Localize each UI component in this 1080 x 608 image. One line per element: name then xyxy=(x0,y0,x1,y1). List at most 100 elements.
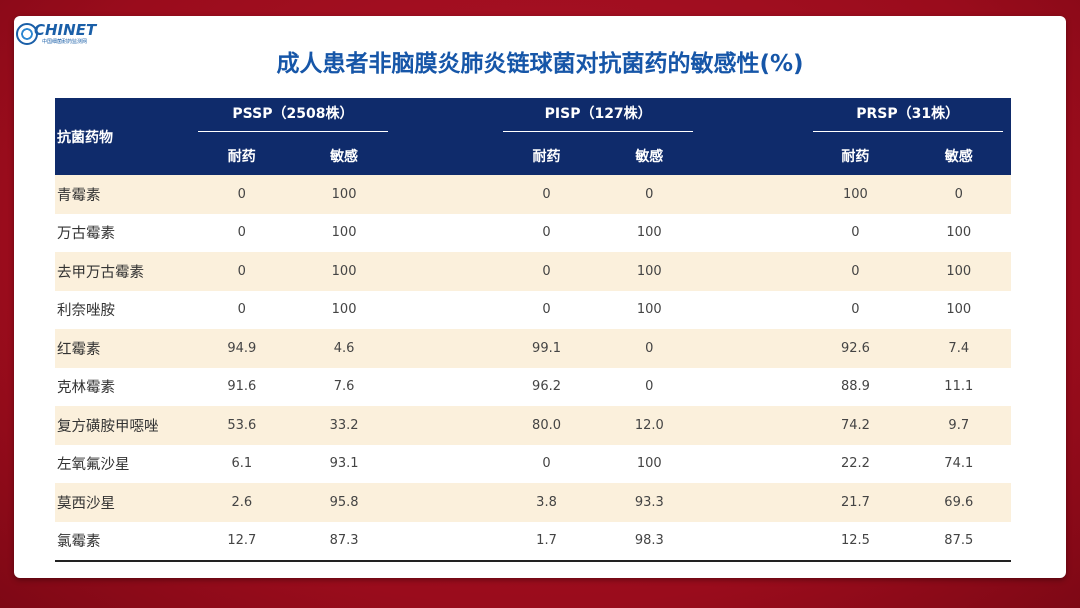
resistant-value: 0 xyxy=(190,290,293,329)
resistant-value: 6.1 xyxy=(190,444,293,483)
drug-name: 氯霉素 xyxy=(55,521,191,562)
spacer-cell xyxy=(700,444,805,483)
resistant-value: 94.9 xyxy=(190,329,293,368)
drug-name: 万古霉素 xyxy=(55,213,191,252)
susceptible-value: 100 xyxy=(597,290,701,329)
resistant-value: 0 xyxy=(190,175,293,214)
subheader-susceptible: 敏感 xyxy=(292,136,396,175)
table-row: 万古霉素 0 100 0 100 0 100 xyxy=(55,213,1011,252)
group-header-pisp: PISP（127株） xyxy=(495,98,701,136)
resistant-value: 0 xyxy=(495,444,598,483)
table-row: 利奈唑胺 0 100 0 100 0 100 xyxy=(55,290,1011,329)
page-title: 成人患者非脑膜炎肺炎链球菌对抗菌药的敏感性(%) xyxy=(276,51,804,77)
resistant-value: 1.7 xyxy=(495,521,598,562)
drug-column-header: 抗菌药物 xyxy=(55,98,191,175)
resistant-value: 22.2 xyxy=(804,444,907,483)
globe-icon xyxy=(16,23,38,45)
spacer-cell xyxy=(700,175,805,214)
susceptible-value: 74.1 xyxy=(906,444,1011,483)
resistant-value: 2.6 xyxy=(190,483,293,522)
resistant-value: 0 xyxy=(190,213,293,252)
spacer-cell xyxy=(700,521,805,562)
susceptible-value: 69.6 xyxy=(906,483,1011,522)
resistant-value: 3.8 xyxy=(495,483,598,522)
susceptible-value: 11.1 xyxy=(906,367,1011,406)
spacer-cell xyxy=(700,367,805,406)
spacer-cell xyxy=(395,175,496,214)
table-row: 莫西沙星 2.6 95.8 3.8 93.3 21.7 69.6 xyxy=(55,483,1011,522)
susceptible-value: 12.0 xyxy=(597,406,701,445)
susceptible-value: 100 xyxy=(292,290,396,329)
susceptible-value: 100 xyxy=(597,213,701,252)
drug-name: 红霉素 xyxy=(55,329,191,368)
susceptible-value: 100 xyxy=(292,175,396,214)
drug-name: 克林霉素 xyxy=(55,367,191,406)
spacer-cell xyxy=(700,252,805,291)
susceptible-value: 95.8 xyxy=(292,483,396,522)
spacer-cell xyxy=(395,290,496,329)
spacer-cell xyxy=(395,252,496,291)
subheader-resistant: 耐药 xyxy=(190,136,293,175)
resistant-value: 100 xyxy=(804,175,907,214)
susceptible-value: 100 xyxy=(906,213,1011,252)
resistant-value: 0 xyxy=(804,252,907,291)
drug-name: 青霉素 xyxy=(55,175,191,214)
resistant-value: 0 xyxy=(495,175,598,214)
susceptible-value: 100 xyxy=(906,252,1011,291)
susceptibility-table: 抗菌药物 PSSP（2508株） PISP（127株） PRSP（31株） 耐药… xyxy=(55,98,1011,562)
susceptible-value: 100 xyxy=(906,290,1011,329)
susceptible-value: 4.6 xyxy=(292,329,396,368)
susceptible-value: 87.5 xyxy=(906,521,1011,562)
resistant-value: 92.6 xyxy=(804,329,907,368)
spacer-cell xyxy=(395,406,496,445)
resistant-value: 0 xyxy=(495,213,598,252)
chinet-logo: CHINET 中国细菌耐药监测网 xyxy=(16,19,96,49)
spacer-cell xyxy=(700,406,805,445)
susceptible-value: 7.6 xyxy=(292,367,396,406)
table-row: 左氧氟沙星 6.1 93.1 0 100 22.2 74.1 xyxy=(55,444,1011,483)
susceptible-value: 0 xyxy=(597,367,701,406)
susceptible-value: 0 xyxy=(597,329,701,368)
table-row: 红霉素 94.9 4.6 99.1 0 92.6 7.4 xyxy=(55,329,1011,368)
resistant-value: 0 xyxy=(804,213,907,252)
drug-name: 去甲万古霉素 xyxy=(55,252,191,291)
susceptible-value: 100 xyxy=(292,252,396,291)
table-row: 复方磺胺甲噁唑 53.6 33.2 80.0 12.0 74.2 9.7 xyxy=(55,406,1011,445)
susceptible-value: 87.3 xyxy=(292,521,396,562)
susceptible-value: 9.7 xyxy=(906,406,1011,445)
slide: CHINET 中国细菌耐药监测网 成人患者非脑膜炎肺炎链球菌对抗菌药的敏感性(%… xyxy=(14,16,1066,578)
susceptible-value: 93.1 xyxy=(292,444,396,483)
spacer-cell xyxy=(395,521,496,562)
resistant-value: 21.7 xyxy=(804,483,907,522)
table-row: 青霉素 0 100 0 0 100 0 xyxy=(55,175,1011,214)
resistant-value: 88.9 xyxy=(804,367,907,406)
resistant-value: 12.5 xyxy=(804,521,907,562)
table-row: 克林霉素 91.6 7.6 96.2 0 88.9 11.1 xyxy=(55,367,1011,406)
drug-name: 复方磺胺甲噁唑 xyxy=(55,406,191,445)
susceptible-value: 93.3 xyxy=(597,483,701,522)
susceptible-value: 100 xyxy=(597,252,701,291)
susceptible-value: 100 xyxy=(292,213,396,252)
resistant-value: 0 xyxy=(495,290,598,329)
subheader-susceptible: 敏感 xyxy=(597,136,701,175)
spacer-cell xyxy=(395,483,496,522)
spacer-cell xyxy=(700,213,805,252)
subheader-resistant: 耐药 xyxy=(804,136,907,175)
spacer-cell xyxy=(700,329,805,368)
resistant-value: 96.2 xyxy=(495,367,598,406)
resistant-value: 91.6 xyxy=(190,367,293,406)
drug-name: 莫西沙星 xyxy=(55,483,191,522)
resistant-value: 53.6 xyxy=(190,406,293,445)
resistant-value: 99.1 xyxy=(495,329,598,368)
resistant-value: 0 xyxy=(804,290,907,329)
susceptible-value: 7.4 xyxy=(906,329,1011,368)
table-row: 氯霉素 12.7 87.3 1.7 98.3 12.5 87.5 xyxy=(55,521,1011,562)
spacer-cell xyxy=(395,213,496,252)
spacer-cell xyxy=(700,483,805,522)
susceptible-value: 33.2 xyxy=(292,406,396,445)
resistant-value: 74.2 xyxy=(804,406,907,445)
group-header-prsp: PRSP（31株） xyxy=(804,98,1011,136)
subheader-susceptible: 敏感 xyxy=(906,136,1011,175)
logo-subtext: 中国细菌耐药监测网 xyxy=(42,39,88,45)
spacer-cell xyxy=(395,329,496,368)
